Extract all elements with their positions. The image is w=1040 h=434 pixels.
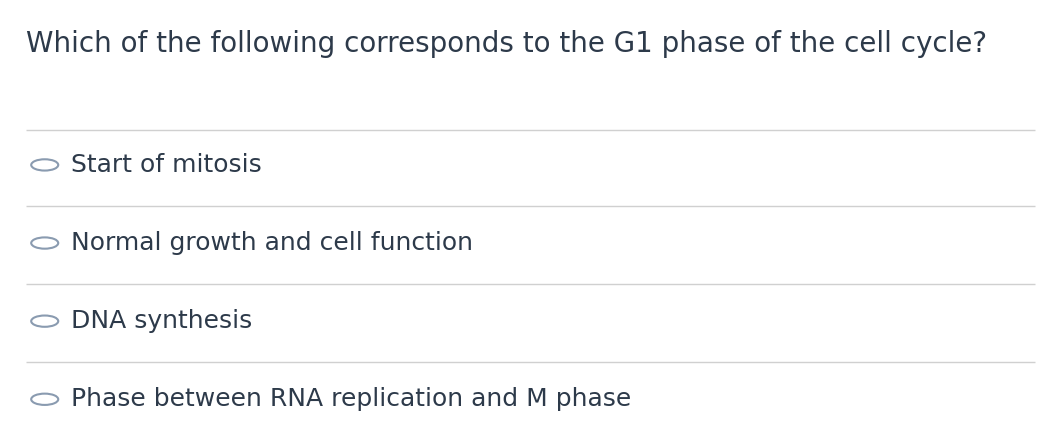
Text: Start of mitosis: Start of mitosis: [71, 153, 261, 177]
Text: Phase between RNA replication and M phase: Phase between RNA replication and M phas…: [71, 387, 631, 411]
Circle shape: [31, 316, 58, 327]
Text: Normal growth and cell function: Normal growth and cell function: [71, 231, 473, 255]
Text: DNA synthesis: DNA synthesis: [71, 309, 252, 333]
Text: Which of the following corresponds to the G1 phase of the cell cycle?: Which of the following corresponds to th…: [26, 30, 987, 59]
Circle shape: [31, 394, 58, 405]
Circle shape: [31, 159, 58, 171]
Circle shape: [31, 237, 58, 249]
